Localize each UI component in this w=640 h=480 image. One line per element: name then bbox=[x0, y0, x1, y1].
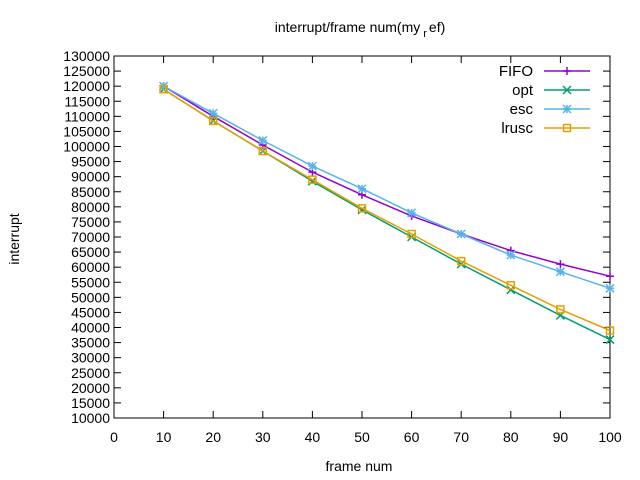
chart-title: interrupt/frame num(my r ef) bbox=[275, 19, 446, 40]
x-tick-label: 20 bbox=[205, 429, 221, 445]
data-point bbox=[606, 272, 614, 281]
legend-label: opt bbox=[512, 82, 534, 99]
y-tick-label: 110000 bbox=[64, 108, 110, 124]
series-layer bbox=[159, 81, 615, 345]
y-tick-label: 70000 bbox=[71, 229, 110, 245]
legend-item: lrusc bbox=[501, 120, 590, 137]
y-tick-label: 105000 bbox=[63, 123, 110, 139]
data-point bbox=[506, 281, 516, 290]
y-tick-label: 35000 bbox=[71, 335, 110, 351]
data-point bbox=[555, 267, 565, 277]
y-tick-label: 100000 bbox=[63, 139, 110, 155]
data-point bbox=[605, 283, 615, 293]
x-tick-label: 60 bbox=[404, 429, 420, 445]
data-point bbox=[208, 108, 218, 118]
chart-title-suffix: ef) bbox=[429, 19, 445, 35]
data-point bbox=[456, 256, 466, 266]
series-line bbox=[163, 88, 611, 332]
data-point bbox=[556, 305, 565, 314]
legend-item: esc bbox=[510, 101, 590, 118]
chart-title-main: interrupt/frame num(my bbox=[275, 19, 420, 35]
y-axis-label: interrupt bbox=[6, 213, 22, 264]
y-tick-label: 55000 bbox=[71, 274, 110, 290]
data-point bbox=[506, 250, 516, 260]
y-tick-label: 10000 bbox=[71, 410, 110, 426]
y-tick-label: 60000 bbox=[71, 259, 110, 275]
data-point bbox=[258, 146, 268, 156]
data-point bbox=[605, 335, 615, 345]
y-tick-label: 130000 bbox=[63, 48, 110, 64]
series-esc bbox=[159, 81, 615, 293]
x-tick-label: 100 bbox=[598, 429, 622, 445]
legend-marker bbox=[562, 123, 572, 133]
y-tick-label: 45000 bbox=[71, 304, 110, 320]
x-tick-label: 10 bbox=[156, 429, 172, 445]
y-tick-label: 95000 bbox=[71, 154, 110, 170]
data-point bbox=[357, 184, 367, 194]
y-tick-label: 65000 bbox=[71, 244, 110, 260]
y-tick-label: 50000 bbox=[71, 289, 110, 305]
legend-label: lrusc bbox=[501, 120, 533, 137]
x-tick-label: 30 bbox=[255, 429, 271, 445]
y-tick-label: 15000 bbox=[71, 395, 110, 411]
data-point bbox=[208, 116, 218, 126]
plot-area-border bbox=[113, 55, 611, 419]
x-tick-label: 70 bbox=[453, 429, 469, 445]
data-point bbox=[357, 204, 367, 213]
data-point bbox=[407, 208, 417, 218]
y-tick-label: 125000 bbox=[63, 63, 110, 79]
y-tick-label: 75000 bbox=[71, 214, 110, 230]
data-point bbox=[159, 84, 168, 94]
data-point bbox=[605, 326, 615, 335]
data-point bbox=[456, 229, 466, 239]
legend-label: esc bbox=[510, 101, 534, 118]
series-lrusc bbox=[159, 84, 615, 335]
y-tick-label: 80000 bbox=[71, 199, 110, 215]
data-point bbox=[556, 260, 565, 269]
x-tick-label: 40 bbox=[305, 429, 321, 445]
data-point bbox=[307, 161, 317, 171]
legend-label: FIFO bbox=[499, 63, 533, 80]
chart-title-subscript: r bbox=[423, 28, 427, 40]
y-axis: 1000015000200002500030000350004000045000… bbox=[63, 48, 610, 426]
x-tick-label: 50 bbox=[354, 429, 370, 445]
legend-item: opt bbox=[512, 82, 590, 99]
legend-marker bbox=[562, 104, 572, 114]
x-axis-label: frame num bbox=[326, 458, 393, 474]
y-tick-label: 90000 bbox=[71, 169, 110, 185]
series-line bbox=[163, 85, 611, 277]
y-tick-label: 40000 bbox=[71, 320, 110, 336]
series-fifo bbox=[159, 82, 614, 281]
data-point bbox=[258, 135, 268, 145]
x-tick-label: 80 bbox=[503, 429, 519, 445]
x-tick-label: 90 bbox=[553, 429, 569, 445]
x-axis: 0 10 20 30 40 50 60 70 80 90 100 bbox=[110, 56, 622, 445]
x-tick-label: 0 bbox=[110, 429, 118, 445]
y-tick-label: 25000 bbox=[71, 365, 110, 381]
legend-item: FIFO bbox=[499, 63, 590, 80]
legend-marker bbox=[563, 67, 571, 75]
legend: FIFO opt esc lrusc bbox=[499, 63, 590, 137]
y-tick-label: 115000 bbox=[64, 93, 110, 109]
legend-marker bbox=[562, 85, 572, 95]
y-tick-label: 20000 bbox=[71, 380, 110, 396]
data-point bbox=[407, 229, 416, 239]
data-point bbox=[308, 175, 317, 184]
y-tick-label: 30000 bbox=[71, 350, 110, 366]
series-line bbox=[163, 85, 611, 290]
y-tick-label: 85000 bbox=[71, 184, 110, 200]
y-tick-label: 120000 bbox=[63, 78, 110, 94]
